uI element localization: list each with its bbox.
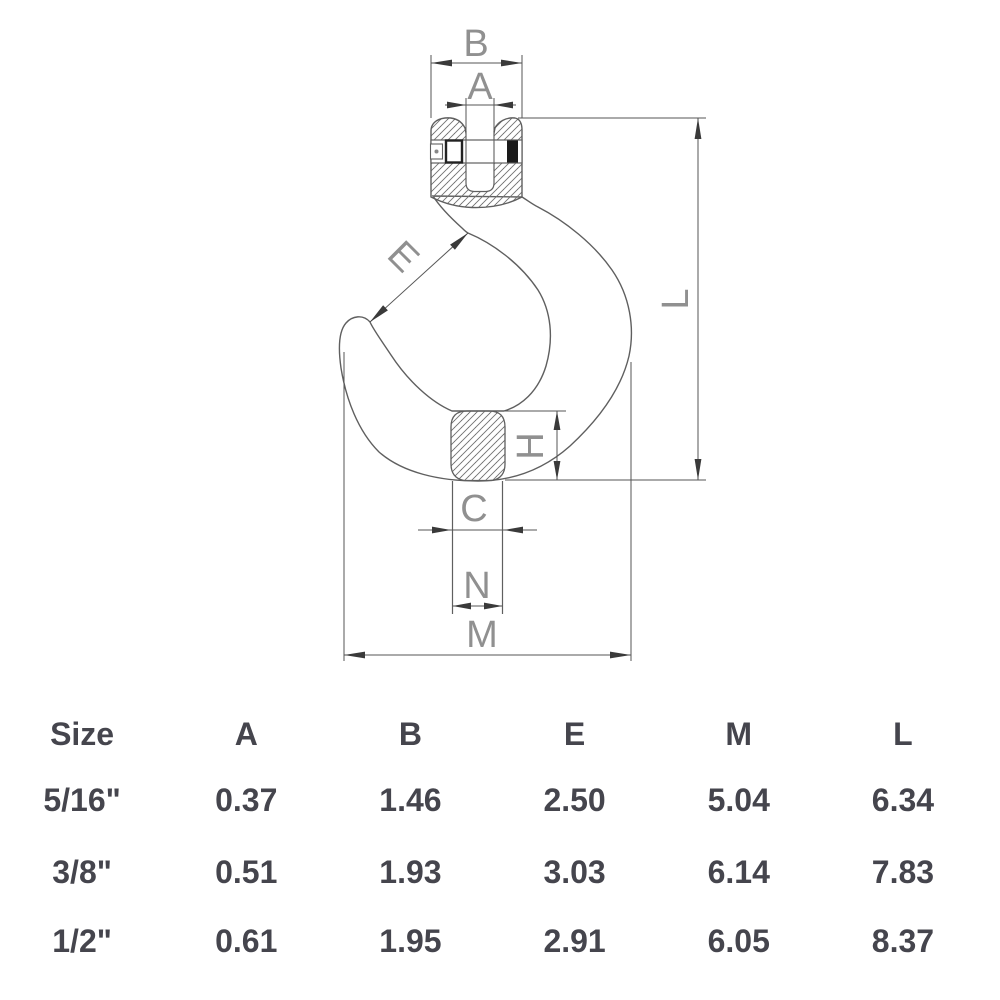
table-row: 1/2" 0.61 1.95 2.91 6.05 8.37 bbox=[0, 921, 985, 961]
dim-label-M: M bbox=[466, 614, 498, 656]
dimension-B bbox=[430, 55, 523, 118]
cell-size: 5/16" bbox=[43, 782, 121, 818]
column-header-size: Size bbox=[50, 716, 115, 752]
dim-label-H: H bbox=[510, 432, 552, 459]
dim-label-C: C bbox=[460, 488, 487, 530]
cell-size: 3/8" bbox=[52, 854, 112, 890]
table-row: 5/16" 0.37 1.46 2.50 5.04 6.34 bbox=[0, 780, 985, 820]
cell-l: 8.37 bbox=[871, 923, 935, 959]
cell-a: 0.37 bbox=[215, 782, 278, 818]
dimension-L bbox=[505, 117, 706, 481]
cell-e: 2.50 bbox=[543, 782, 606, 818]
table-row: 3/8" 0.51 1.93 3.03 6.14 7.83 bbox=[0, 852, 985, 892]
hook-body-outline bbox=[338, 195, 633, 482]
cell-b: 1.93 bbox=[379, 854, 442, 890]
dimension-M bbox=[343, 352, 632, 661]
dim-label-A: A bbox=[467, 66, 493, 108]
cell-e: 2.91 bbox=[543, 923, 606, 959]
column-header-m: M bbox=[725, 716, 753, 752]
pin-end-cap-right bbox=[507, 140, 518, 163]
saddle-cross-section-hatch bbox=[450, 410, 506, 482]
pin-retainer-dot bbox=[434, 149, 439, 154]
cell-e: 3.03 bbox=[543, 854, 606, 890]
dim-label-N: N bbox=[463, 565, 490, 607]
spec-table: Size A B E M L 5/16" 0.37 1.46 2.50 5.04… bbox=[0, 0, 985, 959]
cell-m: 5.04 bbox=[707, 782, 770, 818]
dimension-H bbox=[504, 410, 566, 480]
cell-l: 6.34 bbox=[871, 782, 935, 818]
cell-l: 7.83 bbox=[871, 854, 935, 890]
column-header-e: E bbox=[563, 716, 586, 752]
cell-a: 0.51 bbox=[215, 854, 278, 890]
cell-a: 0.61 bbox=[215, 923, 278, 959]
hook-technical-drawing: B A E L bbox=[338, 23, 706, 661]
dim-label-B: B bbox=[463, 23, 488, 65]
dimension-C bbox=[418, 526, 537, 534]
column-header-a: A bbox=[234, 716, 258, 752]
table-header-row: Size A B E M L bbox=[0, 714, 985, 754]
column-header-l: L bbox=[893, 716, 913, 752]
dimension-E bbox=[369, 232, 469, 323]
cell-b: 1.95 bbox=[379, 923, 442, 959]
cell-size: 1/2" bbox=[52, 923, 112, 959]
column-header-b: B bbox=[398, 716, 422, 752]
cell-b: 1.46 bbox=[379, 782, 442, 818]
dimension-N bbox=[452, 602, 503, 610]
eye-slot-outline bbox=[465, 131, 495, 193]
pin-end-cap-left bbox=[444, 139, 464, 164]
cell-m: 6.05 bbox=[707, 923, 770, 959]
dimension-A bbox=[445, 98, 516, 132]
cell-m: 6.14 bbox=[707, 854, 770, 890]
dim-label-L: L bbox=[655, 288, 697, 309]
